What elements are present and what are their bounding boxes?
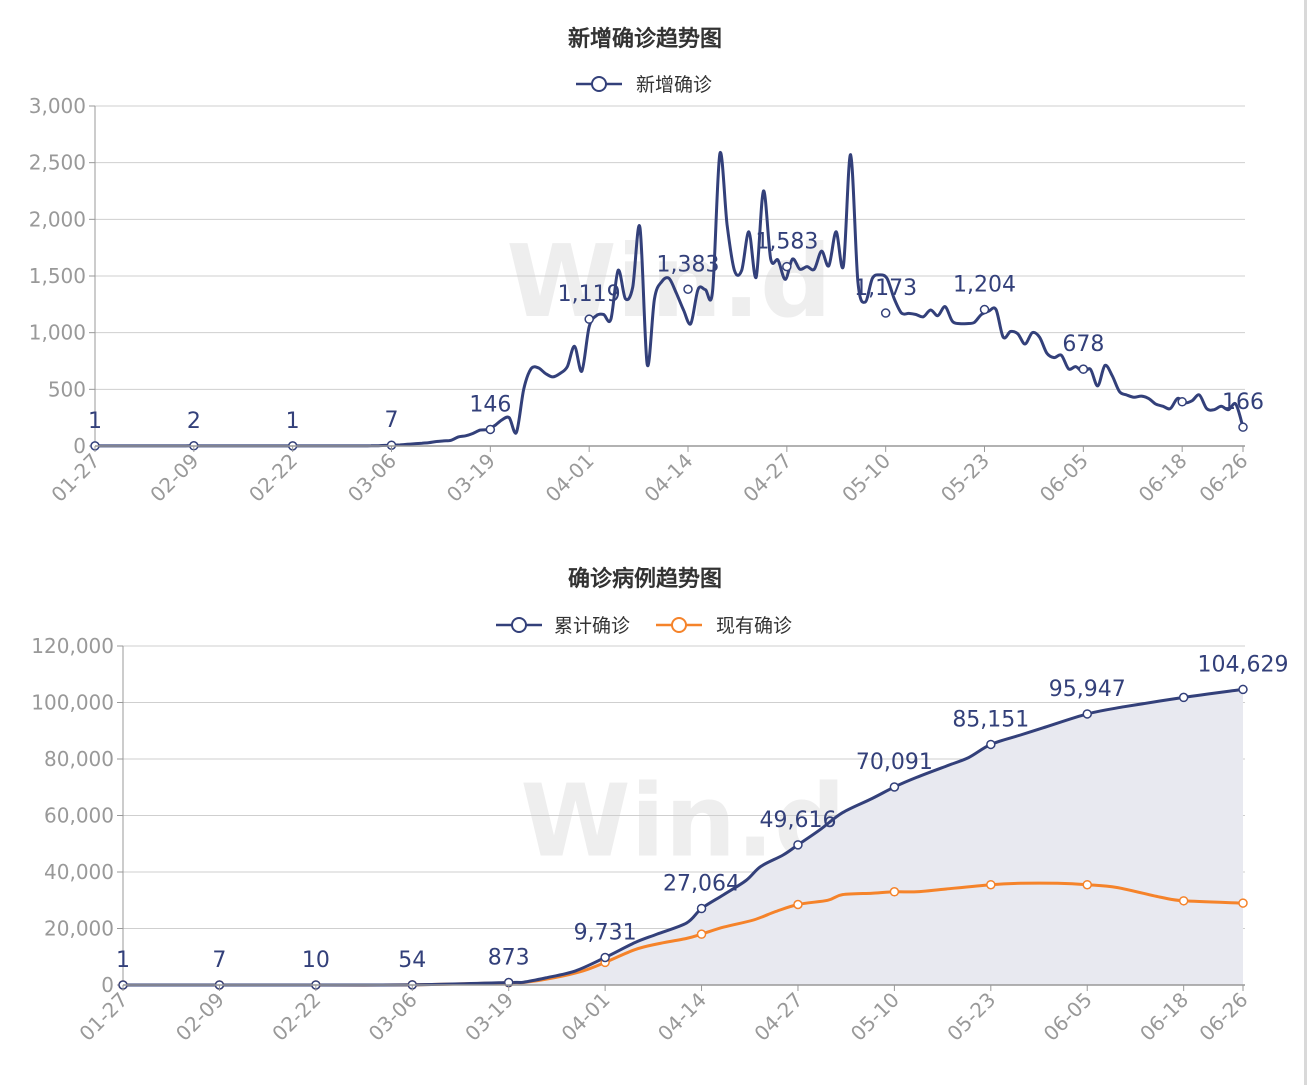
right-edge-line [1304, 0, 1307, 1085]
chart1-legend-label: 新增确诊 [636, 74, 712, 96]
chart1-data-label-05-10: 1,173 [854, 276, 917, 301]
chart2-data-label: 104,629 [1198, 652, 1289, 677]
chart2-x-tick-label: 04-01 [557, 988, 615, 1046]
chart1-data-label-01-27: 1 [88, 409, 102, 434]
chart2-data-label: 1 [116, 948, 130, 973]
chart2-data-label: 49,616 [759, 808, 836, 833]
chart2-x-tick-label: 06-05 [1039, 988, 1097, 1046]
chart1-data-label-03-19: 146 [469, 392, 511, 417]
chart2-y-tick-label: 100,000 [31, 691, 114, 715]
chart2-x-tick-label: 03-19 [460, 988, 518, 1046]
chart2-data-label: 9,731 [574, 921, 637, 946]
chart1-y-tick-label: 1,000 [29, 321, 86, 345]
chart2-y-tick-label: 80,000 [44, 747, 114, 771]
chart2-y-tick-label: 120,000 [31, 634, 114, 658]
chart2-legend-marker-current [671, 617, 687, 633]
chart1-data-label-02-09: 2 [187, 409, 201, 434]
chart2-x-tick-label: 02-22 [267, 988, 325, 1046]
chart1-data-label-05-23: 1,204 [953, 273, 1016, 298]
chart1-y-tick-label: 1,500 [29, 264, 86, 288]
chart1-data-label-06-26: 166 [1222, 390, 1264, 415]
chart1-point-04-14[interactable] [683, 284, 693, 295]
chart2-data-label: 95,947 [1049, 677, 1126, 702]
chart1-legend[interactable]: 新增确诊 [576, 74, 712, 96]
chart2-x-tick-label: 05-10 [846, 988, 904, 1046]
chart2-y-tick-label: 40,000 [44, 860, 114, 884]
chart2-current-point[interactable] [1082, 879, 1092, 890]
chart2-x-tick-label: 02-09 [171, 988, 229, 1046]
chart1-point-05-10[interactable] [880, 308, 891, 318]
chart2-data-label: 10 [302, 948, 330, 973]
chart2-cumulative-point[interactable] [889, 782, 900, 792]
chart2-legend-label-current: 现有确诊 [716, 615, 792, 637]
chart1-data-label-04-27: 1,583 [755, 230, 818, 255]
chart1-point-05-23[interactable] [979, 304, 990, 315]
chart2-x-tick-label: 06-26 [1194, 988, 1252, 1046]
chart1-point-06-26[interactable] [1238, 422, 1248, 432]
chart2-x-tick-label: 04-27 [749, 988, 807, 1046]
chart1-y-tick-label: 500 [48, 377, 86, 401]
chart1-data-label-02-22: 1 [286, 409, 300, 434]
chart2-legend-current[interactable]: 现有确诊 [656, 615, 792, 637]
chart2-cumulative-point[interactable] [793, 840, 803, 850]
chart2-cumulative-area [123, 689, 1243, 986]
chart2-data-label: 85,151 [952, 707, 1029, 732]
new-cases-chart: 新增确诊趋势图 新增确诊 Win.d 0 500 1,000 1,500 2,000 2,5… [29, 26, 1264, 507]
chart1-y-tick-label: 3,000 [29, 94, 86, 118]
chart1-y-tick-label: 2,000 [29, 207, 86, 231]
chart1-point-03-19[interactable] [485, 424, 496, 435]
chart2-x-tick-label: 04-14 [653, 988, 711, 1046]
chart2-x-tick-label: 06-18 [1135, 988, 1193, 1046]
chart2-cumulative-line [123, 687, 1244, 987]
chart2-data-label: 70,091 [856, 750, 933, 775]
chart2-current-point[interactable] [889, 887, 900, 897]
chart1-data-label-04-14: 1,383 [657, 252, 720, 277]
chart2-data-label: 27,064 [663, 872, 740, 897]
chart1-point-06-05[interactable] [1078, 364, 1089, 374]
chart2-current-point[interactable] [986, 879, 996, 890]
chart1-data-label-04-01: 1,119 [558, 282, 621, 307]
chart2-data-label: 873 [488, 946, 530, 971]
chart2-y-tick-label: 20,000 [44, 917, 114, 941]
chart2-current-point[interactable] [696, 929, 707, 939]
chart2-cumulative-point[interactable] [1082, 709, 1092, 719]
chart1-point-04-01[interactable] [584, 314, 594, 324]
chart2-legend-cumulative[interactable]: 累计确诊 [496, 615, 630, 637]
chart1-title: 新增确诊趋势图 [568, 26, 722, 52]
chart1-point-04-27[interactable] [782, 261, 792, 272]
chart2-legend-marker-cumulative [511, 617, 527, 633]
chart2-cumulative-point[interactable] [1178, 692, 1189, 703]
chart2-current-point[interactable] [793, 899, 803, 910]
chart2-y-tick-label: 0 [101, 973, 114, 997]
chart2-cumulative-point[interactable] [1238, 684, 1248, 695]
chart1-data-label-06-05: 678 [1062, 332, 1104, 357]
chart1-y-tick-label: 2,500 [29, 151, 86, 175]
chart2-current-point[interactable] [1238, 898, 1248, 908]
chart2-cumulative-point[interactable] [600, 952, 610, 963]
chart2-data-label: 7 [212, 948, 226, 973]
chart2-cumulative-point[interactable] [986, 739, 996, 750]
chart2-current-point[interactable] [1178, 896, 1189, 906]
chart1-y-tick-label: 0 [73, 434, 86, 458]
chart1-watermark: Win.d [506, 223, 831, 340]
chart1-data-label-03-06: 7 [385, 408, 399, 433]
chart2-cumulative-point[interactable] [696, 903, 707, 914]
chart1-point-06-18[interactable] [1177, 397, 1187, 407]
chart2-x-tick-label: 05-23 [942, 988, 1000, 1046]
chart2-plot: Win.d020,00040,00060,00080,000100,000120… [31, 634, 1288, 1046]
chart2-y-tick-label: 60,000 [44, 804, 114, 828]
chart2-x-tick-label: 03-06 [364, 988, 422, 1046]
chart2-data-label: 54 [398, 948, 426, 973]
chart2-legend-label-cumulative: 累计确诊 [554, 615, 630, 637]
chart1-legend-marker [591, 76, 607, 92]
chart2-title: 确诊病例趋势图 [568, 566, 722, 592]
